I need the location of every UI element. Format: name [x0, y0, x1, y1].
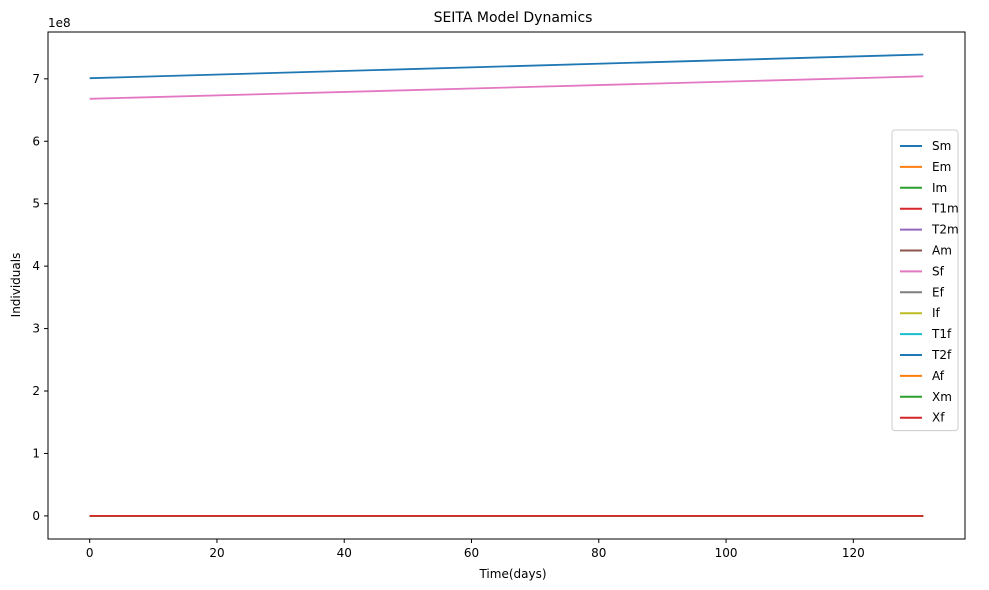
- legend-label: Af: [932, 369, 945, 383]
- legend-label: T1f: [931, 327, 952, 341]
- x-tick-label: 100: [715, 546, 738, 560]
- legend-label: Sf: [932, 264, 945, 278]
- plot-frame: [48, 32, 965, 539]
- x-axis: 0 20 40 60 80 100 120: [86, 539, 865, 560]
- y-axis-label: Individuals: [9, 253, 23, 318]
- legend-label: Xm: [932, 390, 952, 404]
- x-tick-label: 60: [464, 546, 479, 560]
- x-tick-label: 120: [842, 546, 865, 560]
- legend: Sm Em Im T1m T2m Am Sf Ef If T1f T2f Af Xm Xf: [891, 129, 959, 432]
- y-tick-label: 4: [32, 259, 40, 273]
- x-tick-label: 80: [591, 546, 606, 560]
- y-tick-label: 6: [32, 134, 40, 148]
- x-axis-label: Time(days): [478, 567, 546, 581]
- y-tick-label: 1: [32, 446, 40, 460]
- legend-label: Am: [932, 244, 952, 258]
- series-line-sf: [89, 75, 924, 100]
- y-offset-label: 1e8: [48, 16, 71, 30]
- legend-label: Xf: [932, 411, 945, 425]
- legend-label: Ef: [932, 285, 945, 299]
- y-axis: 0 1 2 3 4 5 6 7: [32, 72, 48, 523]
- y-tick-label: 3: [32, 322, 40, 336]
- x-tick-label: 40: [337, 546, 352, 560]
- y-tick-label: 0: [32, 509, 40, 523]
- series-line-sm: [89, 53, 924, 80]
- legend-label: Em: [932, 160, 951, 174]
- series-group: [89, 53, 924, 517]
- legend-label: T2f: [931, 348, 952, 362]
- legend-label: Im: [932, 181, 947, 195]
- legend-label: T2m: [931, 223, 959, 237]
- legend-label: T1m: [931, 202, 959, 216]
- x-tick-label: 20: [209, 546, 224, 560]
- plot-area: 0 20 40 60 80 100 120 0 1 2 3 4 5 6 7: [32, 31, 966, 560]
- y-tick-label: 7: [32, 72, 40, 86]
- legend-label: If: [932, 306, 941, 320]
- y-tick-label: 5: [32, 197, 40, 211]
- x-tick-label: 0: [86, 546, 94, 560]
- chart-title: SEITA Model Dynamics: [434, 10, 593, 26]
- legend-box: [891, 129, 959, 432]
- legend-label: Sm: [932, 139, 951, 153]
- plot-border: [47, 31, 966, 540]
- y-tick-label: 2: [32, 384, 40, 398]
